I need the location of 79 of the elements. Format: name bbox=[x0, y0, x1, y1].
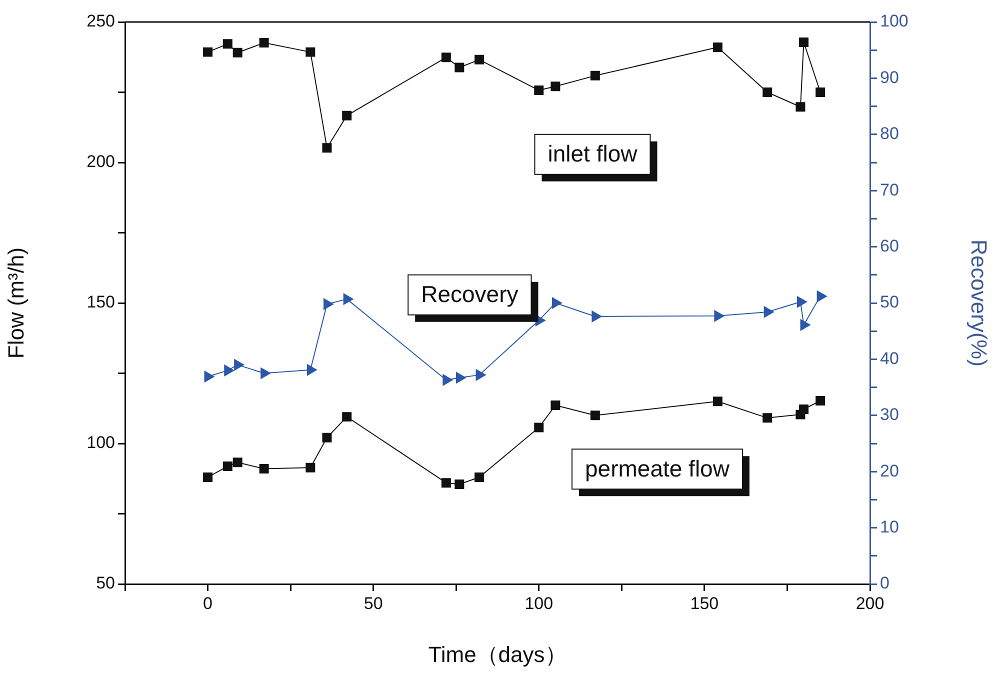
point bbox=[550, 400, 560, 410]
point bbox=[323, 298, 334, 310]
point bbox=[222, 39, 232, 49]
point bbox=[204, 370, 214, 382]
y-tick-label: 250 bbox=[86, 12, 115, 31]
point bbox=[454, 480, 464, 489]
point bbox=[712, 396, 722, 406]
point bbox=[552, 297, 562, 309]
point bbox=[222, 462, 232, 472]
y2-tick-label: 100 bbox=[880, 12, 908, 31]
series-label: permeate flow bbox=[585, 455, 730, 482]
point bbox=[342, 110, 352, 120]
point bbox=[762, 88, 772, 97]
x-tick-label: 200 bbox=[856, 594, 884, 613]
y2-tick-label: 10 bbox=[880, 517, 899, 536]
point bbox=[800, 319, 810, 331]
point bbox=[441, 52, 451, 62]
point bbox=[590, 410, 600, 420]
point bbox=[342, 412, 352, 422]
point bbox=[816, 290, 827, 302]
point bbox=[474, 54, 484, 64]
point bbox=[592, 310, 602, 322]
point bbox=[550, 82, 560, 92]
point bbox=[534, 86, 544, 96]
point bbox=[232, 48, 242, 58]
point bbox=[590, 70, 600, 80]
point bbox=[454, 62, 464, 72]
y2-tick-label: 50 bbox=[880, 292, 899, 312]
point bbox=[441, 478, 451, 488]
y2-tick-label: 30 bbox=[880, 405, 899, 424]
y2-tick-label: 80 bbox=[880, 124, 899, 144]
point bbox=[203, 47, 213, 57]
point bbox=[224, 364, 234, 376]
point bbox=[816, 396, 826, 406]
y2-tick-label: 70 bbox=[880, 180, 899, 200]
y-axis-title: Flow (m³/h) bbox=[3, 247, 28, 359]
point bbox=[799, 37, 809, 47]
point bbox=[456, 372, 466, 384]
point bbox=[203, 472, 213, 482]
point bbox=[259, 464, 269, 474]
point bbox=[474, 472, 484, 482]
x-tick-label: 50 bbox=[364, 594, 383, 613]
point bbox=[322, 143, 332, 153]
point bbox=[306, 364, 317, 376]
y2-axis-title: Recovery(%) bbox=[966, 239, 992, 367]
point bbox=[234, 359, 244, 371]
point bbox=[322, 432, 332, 442]
point bbox=[232, 458, 242, 468]
y2-tick-label: 90 bbox=[880, 68, 899, 87]
series-label: Recovery bbox=[421, 281, 519, 308]
point bbox=[816, 88, 826, 97]
y-tick-label: 150 bbox=[86, 292, 115, 312]
point bbox=[799, 404, 809, 414]
x-tick-label: 100 bbox=[524, 594, 554, 613]
y2-tick-label: 60 bbox=[880, 236, 899, 256]
point bbox=[796, 296, 807, 308]
x-axis-title: Time（days） bbox=[428, 642, 567, 667]
point bbox=[714, 310, 724, 322]
y2-tick-label: 40 bbox=[880, 348, 899, 368]
point bbox=[259, 38, 269, 48]
point bbox=[306, 462, 316, 472]
point bbox=[260, 368, 271, 379]
point bbox=[764, 306, 774, 318]
x-tick-label: 150 bbox=[690, 594, 719, 613]
y2-tick-label: 20 bbox=[880, 461, 899, 480]
y-tick-label: 200 bbox=[86, 152, 115, 172]
point bbox=[712, 42, 722, 52]
y-tick-label: 50 bbox=[96, 574, 115, 593]
point bbox=[796, 102, 806, 112]
x-tick-label: 0 bbox=[203, 594, 213, 613]
point bbox=[534, 422, 544, 432]
point bbox=[442, 374, 453, 386]
point bbox=[306, 47, 316, 57]
point bbox=[343, 293, 354, 305]
y2-tick-label: 0 bbox=[880, 574, 890, 593]
point bbox=[476, 369, 486, 381]
point bbox=[762, 413, 772, 423]
text: inlet flow bbox=[548, 140, 638, 167]
y-tick-label: 100 bbox=[86, 433, 115, 452]
